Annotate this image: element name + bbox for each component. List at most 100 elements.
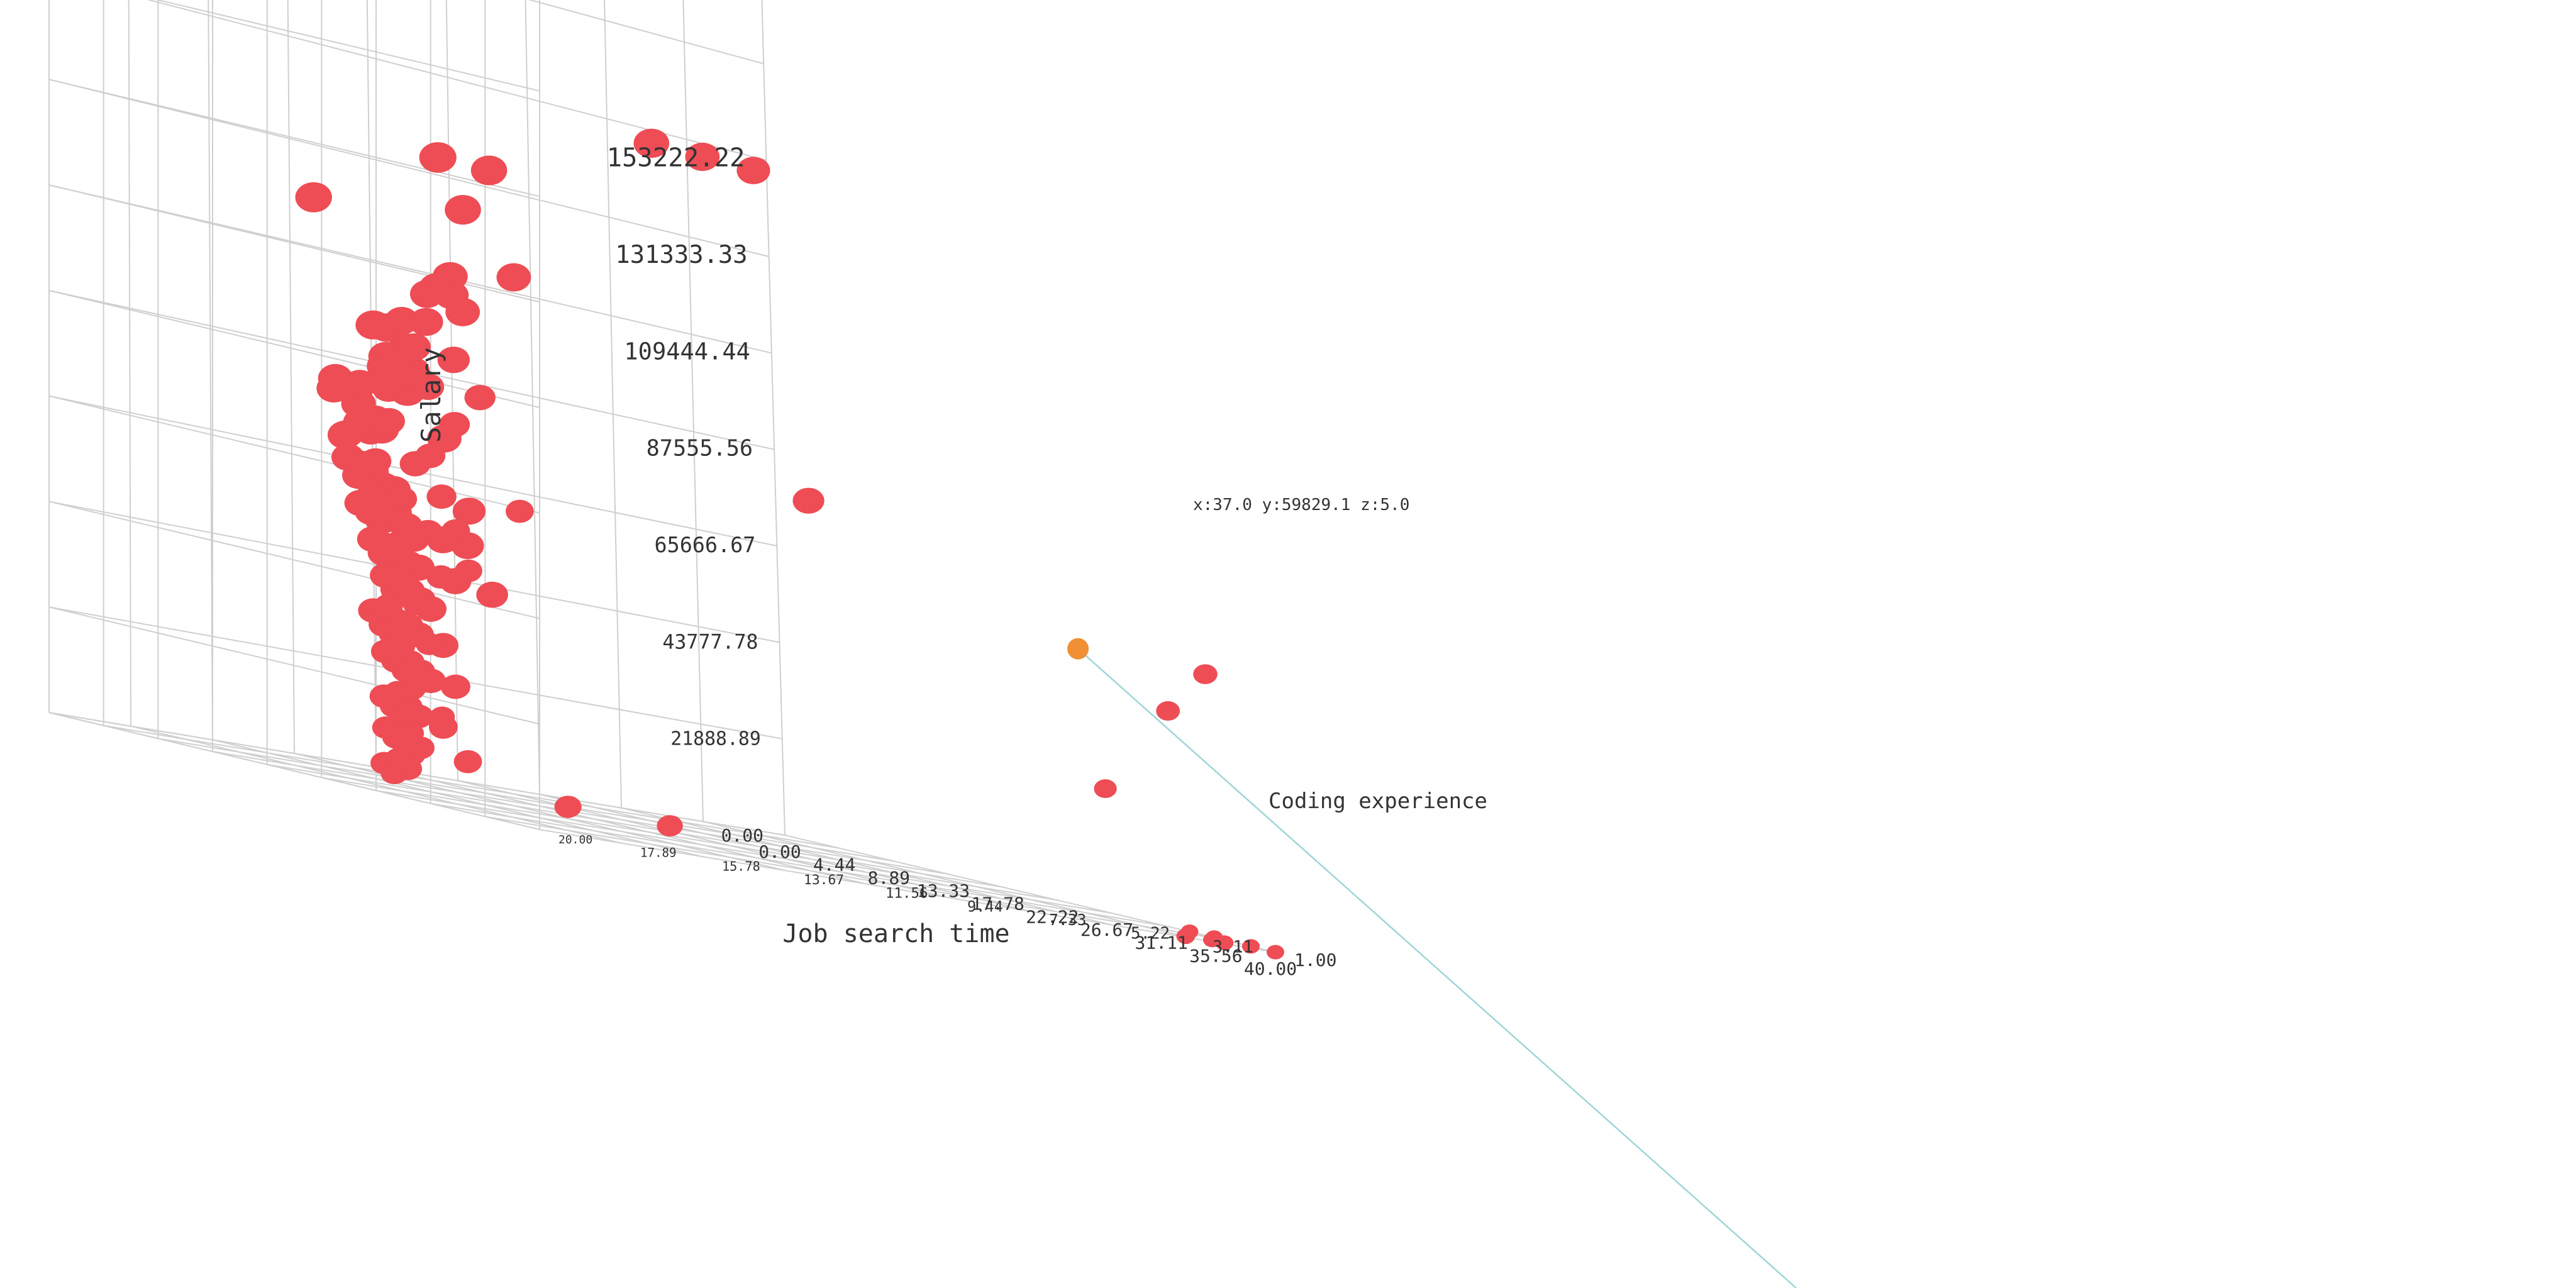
data-point[interactable] (441, 519, 470, 543)
data-point[interactable] (386, 563, 416, 588)
left-wall-gridline-vertical (128, 0, 131, 726)
floor-gridline-x (158, 738, 894, 862)
floor-gridline-x (375, 790, 1113, 914)
z-tick-label: 5.22 (1131, 924, 1170, 943)
data-point[interactable] (388, 706, 415, 728)
z-tick-label: 13.67 (804, 872, 844, 888)
data-point[interactable] (792, 487, 824, 514)
data-point[interactable] (657, 815, 683, 837)
data-point[interactable] (1205, 930, 1223, 945)
data-point[interactable] (736, 157, 770, 184)
x-tick-label: 22.22 (1026, 906, 1079, 927)
y-tick-label: 43777.78 (662, 631, 758, 653)
data-point[interactable] (426, 565, 455, 589)
left-wall-gridline-vertical (287, 0, 295, 754)
data-point[interactable] (374, 594, 403, 618)
y-axis-title: Salary (416, 347, 447, 443)
floor-gridline-x (103, 724, 840, 849)
data-point[interactable] (1193, 664, 1218, 684)
data-point[interactable] (429, 706, 455, 728)
left-wall-gridline-vertical (761, 0, 786, 836)
x-tick-label: 0.00 (758, 841, 801, 862)
x-tick-label: 26.67 (1080, 919, 1133, 940)
data-point[interactable] (439, 412, 470, 438)
data-point[interactable] (1094, 779, 1117, 798)
data-point[interactable] (554, 796, 582, 818)
left-wall-gridline-vertical (682, 0, 704, 822)
z-tick-label: 3.11 (1213, 937, 1253, 957)
data-point[interactable] (453, 750, 482, 774)
floor-gridline-z (539, 794, 1031, 912)
left-wall-gridline-vertical (208, 0, 213, 740)
data-point[interactable] (401, 737, 427, 759)
data-point[interactable] (402, 592, 431, 616)
z-tick-label: 20.00 (558, 833, 592, 847)
back-wall-gridline-horizontal (48, 501, 540, 619)
highlight-guide-line (1077, 648, 1797, 1288)
x-tick-label: 13.33 (917, 880, 970, 901)
data-point[interactable] (419, 142, 457, 173)
data-point[interactable] (372, 375, 406, 402)
data-point[interactable] (685, 142, 720, 171)
data-point[interactable] (464, 385, 496, 411)
z-tick-label: 1.00 (1294, 950, 1336, 970)
data-point[interactable] (387, 635, 416, 658)
left-wall-gridline-horizontal (147, 0, 767, 161)
data-point[interactable] (415, 633, 443, 655)
data-point[interactable] (506, 499, 534, 523)
data-point[interactable] (426, 484, 457, 509)
data-point[interactable] (452, 497, 486, 525)
data-point[interactable] (437, 347, 470, 374)
highlight-readout: x:37.0 y:59829.1 z:5.0 (1193, 496, 1409, 514)
data-point[interactable] (332, 371, 366, 399)
x-tick-label: 8.89 (868, 867, 910, 888)
data-point[interactable] (434, 281, 469, 309)
data-point[interactable] (415, 443, 446, 469)
data-point[interactable] (470, 155, 508, 186)
data-point[interactable] (384, 307, 419, 335)
back-wall-gridline-horizontal (48, 395, 540, 514)
data-point[interactable] (454, 559, 482, 582)
y-tick-label: 65666.67 (655, 533, 756, 557)
data-point[interactable] (445, 195, 481, 225)
floor-gridline-x (321, 777, 1058, 901)
y-tick-label: 109444.44 (624, 338, 750, 365)
data-point[interactable] (295, 182, 332, 213)
data-point[interactable] (476, 581, 508, 608)
z-tick-label: 7.33 (1049, 911, 1086, 929)
highlighted-data-point[interactable] (1067, 638, 1089, 660)
floor-gridline-x (212, 751, 949, 875)
data-point[interactable] (412, 374, 445, 400)
z-tick-label: 9.44 (967, 897, 1003, 915)
guide-layer (1077, 648, 1797, 1288)
data-point[interactable] (372, 408, 405, 435)
floor-gridline-z (212, 739, 704, 858)
data-point[interactable] (440, 674, 470, 699)
data-point[interactable] (413, 519, 443, 545)
left-wall-gridline-vertical (445, 0, 458, 781)
x-axis-title: Job search time (782, 919, 1009, 948)
data-point[interactable] (409, 308, 443, 336)
floor-gridline-x (430, 802, 1167, 927)
y-tick-label: 0.00 (721, 825, 763, 846)
x-tick-label: 40.00 (1244, 958, 1297, 979)
grid-layer (48, 0, 1276, 953)
data-point[interactable] (633, 128, 670, 158)
data-point[interactable] (1267, 945, 1284, 960)
data-point[interactable] (496, 263, 531, 292)
left-wall-gridline-horizontal (48, 79, 769, 257)
tick-layer: 0.00 4.44 8.89 13.3317.7822.2226.6731.1135.… (558, 143, 1336, 979)
data-point[interactable] (359, 448, 392, 475)
y-tick-label: 21888.89 (670, 728, 761, 750)
data-point[interactable] (386, 486, 418, 512)
data-point[interactable] (1156, 701, 1180, 721)
data-point[interactable] (409, 280, 445, 308)
z-tick-label: 15.78 (722, 858, 760, 874)
data-point[interactable] (402, 669, 429, 692)
data-point[interactable] (397, 333, 431, 361)
data-point[interactable] (1180, 924, 1199, 939)
left-wall-gridline-vertical (525, 0, 540, 795)
data-point[interactable] (1242, 939, 1260, 954)
